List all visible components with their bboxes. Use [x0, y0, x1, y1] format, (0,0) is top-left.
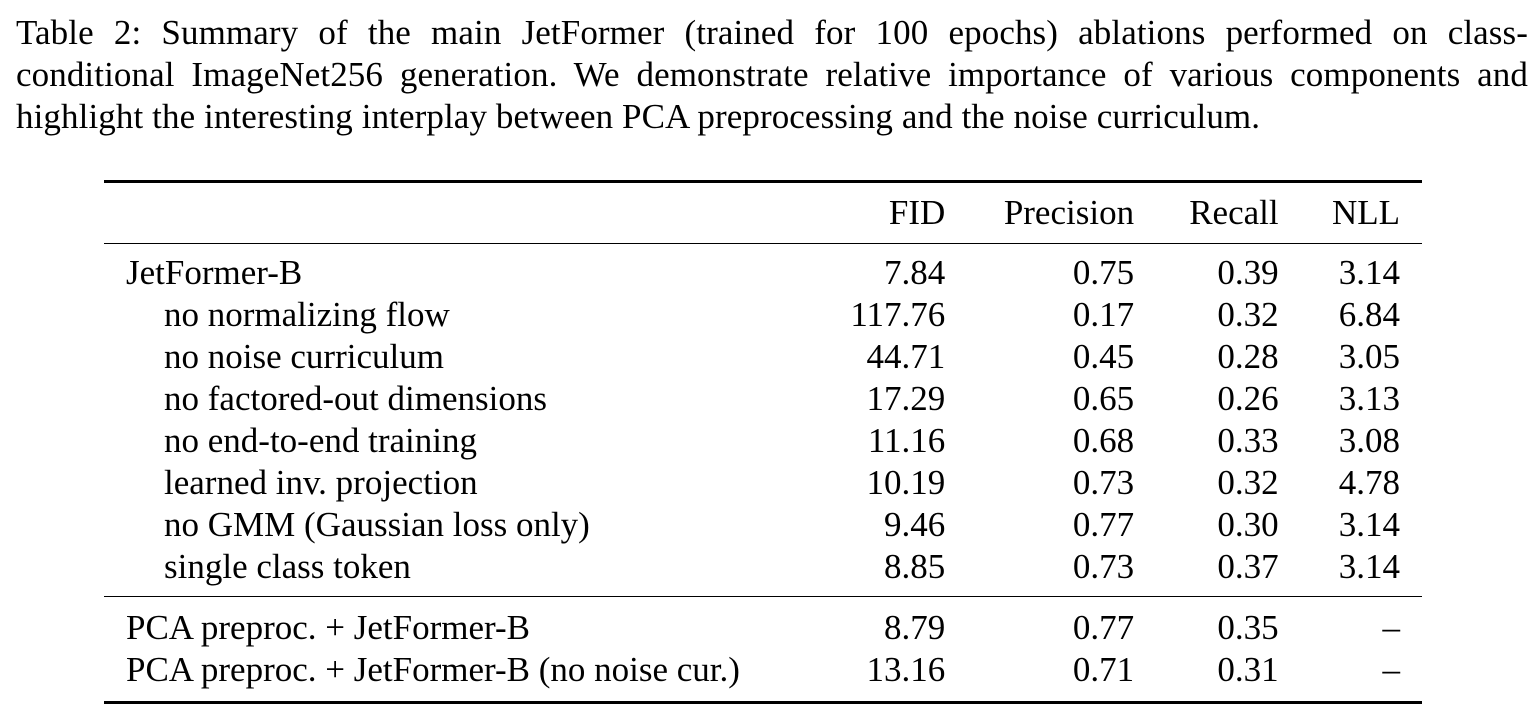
cell-recall: 0.35	[1156, 596, 1301, 649]
cell-recall: 0.31	[1156, 649, 1301, 704]
cell-fid: 7.84	[884, 253, 946, 292]
cell-fid: 11.16	[867, 421, 946, 460]
header-label	[104, 180, 817, 244]
table-row: no factored-out dimensions 17.29 0.65 0.…	[104, 378, 1422, 420]
cell-nll: 6.84	[1338, 295, 1400, 334]
cell-fid: 8.85	[884, 547, 946, 586]
cell-recall: 0.28	[1217, 337, 1279, 376]
cell-fid: 10.19	[866, 463, 946, 502]
cell-recall: 0.32	[1217, 463, 1279, 502]
cell-nll: –	[1300, 649, 1422, 704]
cell-recall: 0.33	[1217, 421, 1279, 460]
row-label: PCA preproc. + JetFormer-B	[104, 596, 817, 649]
cell-precision: 0.71	[967, 649, 1157, 704]
cell-nll: 3.13	[1338, 379, 1400, 418]
cell-precision: 0.65	[1072, 379, 1135, 418]
cell-fid: 117.76	[850, 295, 946, 334]
cell-nll: 3.08	[1338, 421, 1400, 460]
table-caption: Table 2: Summary of the main JetFormer (…	[16, 13, 1528, 136]
table-row: learned inv. projection 10.19 0.73 0.32 …	[104, 462, 1422, 504]
cell-precision: 0.17	[1072, 295, 1135, 334]
cell-precision: 0.73	[1072, 547, 1135, 586]
row-label: no GMM (Gaussian loss only)	[164, 505, 590, 544]
cell-nll: 3.14	[1338, 253, 1400, 292]
table-row: JetFormer-B 7.84 0.75 0.39 3.14	[104, 244, 1422, 295]
pca-group: PCA preproc. + JetFormer-B 8.79 0.77 0.3…	[104, 596, 1422, 704]
cell-recall: 0.32	[1217, 295, 1279, 334]
table-header: FID Precision Recall NLL	[104, 180, 1422, 244]
cell-nll: 3.14	[1338, 505, 1400, 544]
row-label: PCA preproc. + JetFormer-B (no noise cur…	[104, 649, 817, 704]
cell-nll: –	[1300, 596, 1422, 649]
cell-fid: 13.16	[816, 649, 968, 704]
table-row: no GMM (Gaussian loss only) 9.46 0.77 0.…	[104, 504, 1422, 546]
cell-precision: 0.45	[1072, 337, 1135, 376]
row-label: JetFormer-B	[126, 253, 303, 292]
cell-precision: 0.75	[1072, 253, 1135, 292]
table-row: PCA preproc. + JetFormer-B (no noise cur…	[104, 649, 1422, 704]
row-label: no end-to-end training	[164, 421, 477, 460]
cell-nll: 4.78	[1338, 463, 1400, 502]
table-row: single class token 8.85 0.73 0.37 3.14	[104, 546, 1422, 597]
table-row: PCA preproc. + JetFormer-B 8.79 0.77 0.3…	[104, 596, 1422, 649]
cell-precision: 0.77	[967, 596, 1157, 649]
header-fid: FID	[816, 180, 968, 244]
ablation-group: JetFormer-B 7.84 0.75 0.39 3.14 no norma…	[104, 244, 1422, 597]
ablation-table: FID Precision Recall NLL JetFormer-B 7.8…	[104, 180, 1422, 704]
row-label: single class token	[164, 547, 411, 586]
row-label: learned inv. projection	[164, 463, 478, 502]
cell-recall: 0.39	[1217, 253, 1279, 292]
cell-fid: 8.79	[816, 596, 968, 649]
cell-precision: 0.68	[1072, 421, 1135, 460]
header-precision: Precision	[967, 180, 1157, 244]
cell-precision: 0.73	[1072, 463, 1135, 502]
ablation-table-container: FID Precision Recall NLL JetFormer-B 7.8…	[104, 180, 1422, 704]
cell-precision: 0.77	[1072, 505, 1135, 544]
cell-recall: 0.37	[1217, 547, 1279, 586]
cell-fid: 17.29	[866, 379, 946, 418]
cell-fid: 9.46	[884, 505, 946, 544]
row-label: no noise curriculum	[164, 337, 444, 376]
table-row: no end-to-end training 11.16 0.68 0.33 3…	[104, 420, 1422, 462]
row-label: no factored-out dimensions	[164, 379, 547, 418]
cell-nll: 3.14	[1338, 547, 1400, 586]
table-row: no noise curriculum 44.71 0.45 0.28 3.05	[104, 336, 1422, 378]
header-row: FID Precision Recall NLL	[104, 180, 1422, 244]
header-nll: NLL	[1300, 180, 1422, 244]
table-row: no normalizing flow 117.76 0.17 0.32 6.8…	[104, 294, 1422, 336]
cell-nll: 3.05	[1338, 337, 1400, 376]
row-label: no normalizing flow	[164, 295, 450, 334]
cell-recall: 0.30	[1217, 505, 1279, 544]
cell-fid: 44.71	[866, 337, 946, 376]
cell-recall: 0.26	[1217, 379, 1279, 418]
header-recall: Recall	[1156, 180, 1301, 244]
